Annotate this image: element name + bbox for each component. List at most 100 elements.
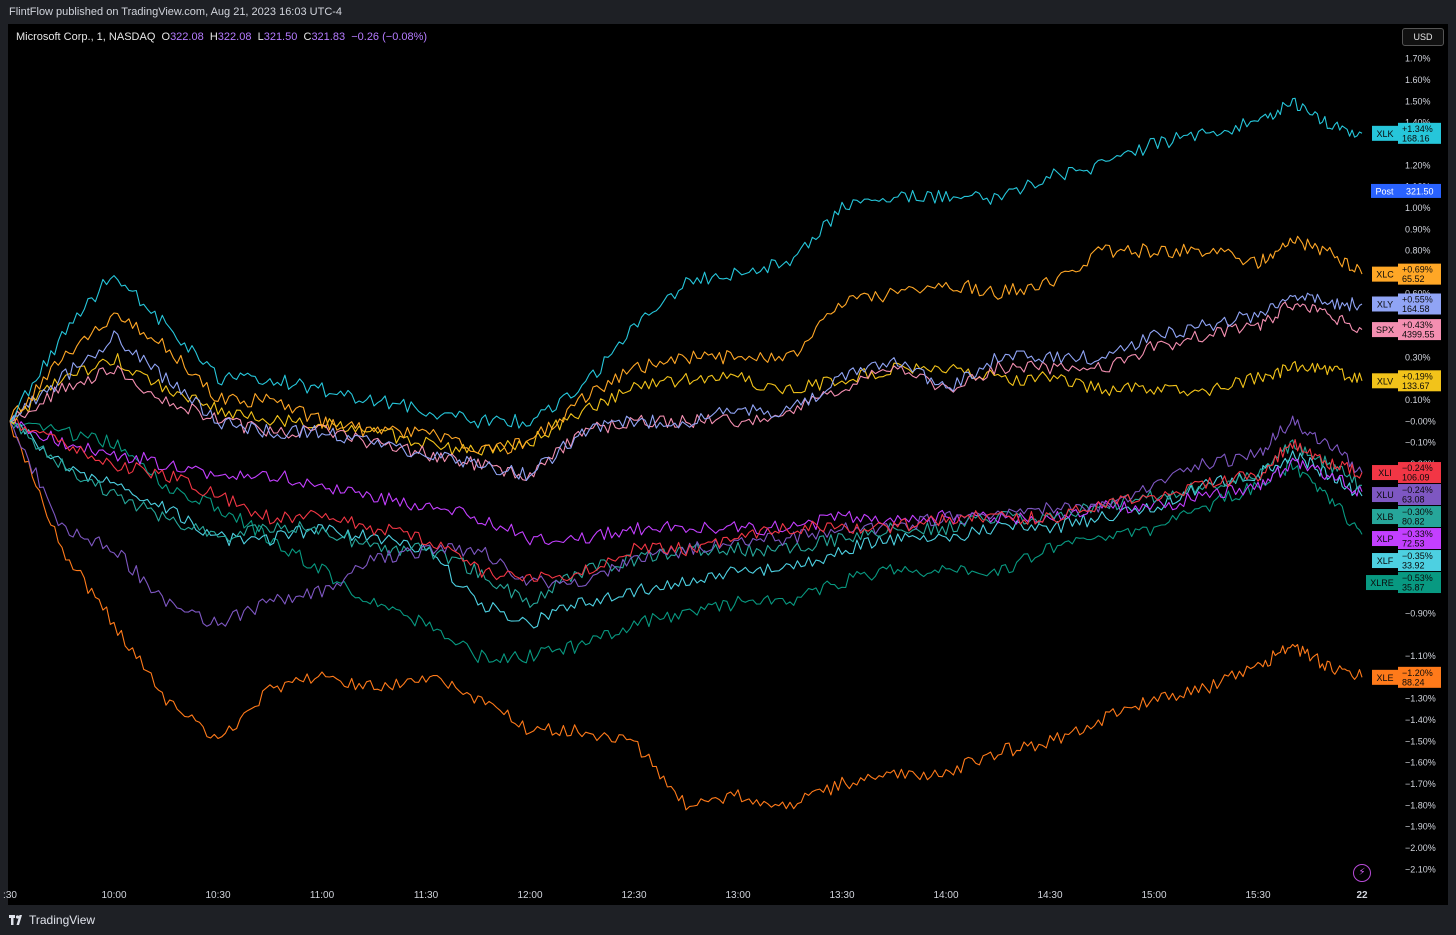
series-value-tag-xlb	[1398, 506, 1441, 528]
x-tick-label: 12:30	[621, 890, 646, 901]
series-line-spx	[9, 301, 1363, 482]
x-tick-label: 13:00	[725, 890, 750, 901]
series-name-tag-xli	[1372, 465, 1398, 481]
series-name-tag-xlv	[1372, 373, 1398, 389]
series-price-label-xlb: 80.82	[1402, 517, 1425, 527]
y-tick-label: −1.90%	[1405, 822, 1436, 832]
low-value: 321.50	[263, 31, 298, 43]
series-value-tag-xlre	[1398, 572, 1441, 594]
series-change-label-spx: +0.43%	[1402, 320, 1433, 330]
series-price-label-spx: 4399.55	[1402, 330, 1435, 340]
y-tick-label: −0.00%	[1405, 416, 1436, 426]
series-change-label-xlu: −0.24%	[1402, 485, 1433, 495]
series-line-xlre	[9, 420, 1363, 664]
x-tick-label: 11:30	[414, 890, 439, 901]
y-tick-label: −1.70%	[1405, 779, 1436, 789]
series-name-tag-xly	[1372, 296, 1398, 312]
y-tick-label: 1.70%	[1405, 54, 1431, 64]
series-price-label-xlc: 65.52	[1402, 274, 1425, 284]
series-name-tag-xlp	[1372, 531, 1398, 547]
series-line-xlb	[9, 421, 1362, 608]
x-tick-label: 14:30	[1037, 890, 1062, 901]
brand-label: TradingView	[29, 913, 96, 927]
series-name-label-xlre: XLRE	[1370, 578, 1394, 588]
series-value-tag-xle	[1398, 666, 1441, 688]
series-name-label-spx: SPX	[1376, 325, 1394, 335]
y-tick-label: −1.50%	[1405, 736, 1436, 746]
publish-bar: FlintFlow published on TradingView.com, …	[0, 0, 1456, 24]
close-value: 321.83	[311, 31, 346, 43]
series-name-label-xli: XLI	[1378, 468, 1392, 478]
series-value-tag-spx	[1398, 319, 1441, 341]
series-value-tag-xlf	[1398, 550, 1441, 572]
low-label: L	[257, 31, 264, 43]
series-change-label-xlre: −0.53%	[1402, 573, 1433, 583]
y-tick-label: −1.30%	[1405, 694, 1436, 704]
series-price-label-xlv: 133.67	[1402, 381, 1430, 391]
series-change-label-xli: −0.24%	[1402, 463, 1433, 473]
tradingview-logo-icon	[9, 915, 22, 925]
series-line-xle	[9, 421, 1363, 811]
x-tick-label: 14:00	[933, 890, 958, 901]
y-tick-label: 1.60%	[1405, 75, 1431, 85]
tradingview-brand[interactable]: TradingView	[9, 913, 95, 927]
series-value-tag-xly	[1398, 293, 1441, 315]
open-value: 322.08	[170, 31, 204, 43]
series-name-label-xlu: XLU	[1376, 490, 1394, 500]
series-line-xlp	[9, 416, 1363, 546]
y-tick-label: 0.80%	[1405, 246, 1431, 256]
high-label: H	[209, 31, 218, 43]
series-value-tag-xli	[1398, 462, 1441, 484]
x-tick-label: 10:30	[205, 890, 230, 901]
series-price-label-xlf: 33.92	[1402, 561, 1425, 571]
series-change-label-xlb: −0.30%	[1402, 507, 1433, 517]
post-price-label: 321.50	[1406, 186, 1434, 196]
close-label: C	[303, 31, 312, 43]
x-tick-label: 15:00	[1141, 890, 1166, 901]
series-name-label-xlv: XLV	[1377, 376, 1393, 386]
series-price-label-xlu: 63.08	[1402, 495, 1425, 505]
series-line-xlc	[9, 235, 1363, 455]
y-tick-label: −1.40%	[1405, 715, 1436, 725]
series-name-tag-xle	[1372, 669, 1398, 685]
series-value-tag-xlk	[1398, 122, 1441, 144]
publish-info: FlintFlow published on TradingView.com, …	[9, 6, 343, 18]
post-price-tag	[1398, 183, 1441, 198]
post-name-label: Post	[1375, 186, 1394, 196]
series-change-label-xlk: +1.34%	[1402, 124, 1433, 134]
series-name-tag-spx	[1372, 322, 1398, 338]
y-tick-label: −0.10%	[1405, 438, 1436, 448]
series-name-tag-xlb	[1372, 509, 1398, 525]
series-value-tag-xlu	[1398, 484, 1441, 506]
series-line-xlu	[9, 415, 1363, 627]
symbol-legend[interactable]: Microsoft Corp., 1, NASDAQ O322.08 H322.…	[16, 31, 427, 43]
series-price-label-xlk: 168.16	[1402, 133, 1430, 143]
lightning-icon[interactable]: ⚡	[1353, 864, 1371, 882]
footer-bar	[0, 905, 1456, 935]
y-tick-label: −2.10%	[1405, 864, 1436, 874]
y-tick-label: 1.50%	[1405, 96, 1431, 106]
series-line-xlf	[9, 420, 1363, 629]
series-price-label-xlre: 35.87	[1402, 583, 1425, 593]
chart-area[interactable]	[8, 24, 1448, 905]
series-line-xli	[9, 418, 1363, 582]
series-change-label-xlf: −0.35%	[1402, 551, 1433, 561]
x-tick-label: :30	[3, 890, 17, 901]
series-name-tag-xlf	[1372, 553, 1398, 569]
series-price-label-xly: 164.58	[1402, 304, 1430, 314]
series-name-label-xle: XLE	[1376, 673, 1393, 683]
series-line-xly	[9, 292, 1363, 482]
y-tick-label: 0.90%	[1405, 224, 1431, 234]
series-name-tag-xlc	[1372, 266, 1398, 282]
x-tick-label: 12:00	[517, 890, 542, 901]
y-tick-label: 0.30%	[1405, 352, 1431, 362]
series-name-tag-xlk	[1372, 125, 1398, 141]
currency-button[interactable]: USD	[1402, 28, 1444, 46]
series-change-label-xlp: −0.33%	[1402, 529, 1433, 539]
series-change-label-xly: +0.55%	[1402, 295, 1433, 305]
y-tick-label: 0.10%	[1405, 395, 1431, 405]
change-value: −0.26 (−0.08%)	[351, 31, 428, 43]
y-tick-label: 1.20%	[1405, 160, 1431, 170]
series-name-label-xlk: XLK	[1376, 129, 1393, 139]
